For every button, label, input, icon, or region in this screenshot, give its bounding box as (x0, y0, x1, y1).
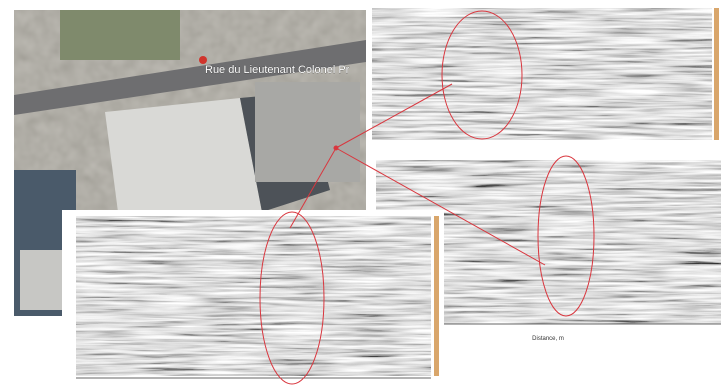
radargram-image (372, 8, 712, 140)
map-pin (199, 56, 207, 64)
x-axis-label: Distance, m (532, 336, 564, 342)
radargram-bottom (62, 210, 444, 387)
radargram-top (366, 5, 720, 148)
map-yard (255, 82, 360, 182)
color-bar (434, 216, 439, 376)
composite-figure: Rue du Lieutenant Colonel Pr Distance, m (0, 0, 726, 387)
street-label: Rue du Lieutenant Colonel Pr (205, 64, 350, 76)
radargram-image (76, 216, 431, 376)
map-park (60, 10, 180, 60)
page: Rue du Lieutenant Colonel Pr Distance, m… (0, 0, 726, 387)
survey-point (334, 146, 338, 150)
color-bar (714, 8, 719, 140)
map-building (105, 98, 262, 212)
